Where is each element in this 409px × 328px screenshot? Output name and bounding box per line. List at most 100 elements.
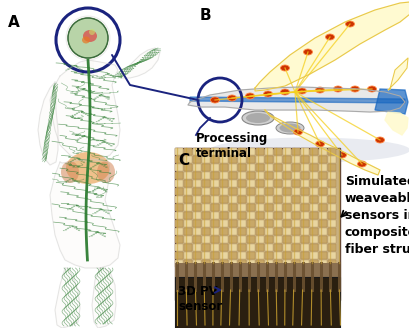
Bar <box>255 260 263 267</box>
Bar <box>291 180 299 187</box>
Bar <box>264 188 272 195</box>
Bar <box>318 220 326 227</box>
Ellipse shape <box>315 87 324 93</box>
Bar <box>264 220 272 227</box>
Polygon shape <box>50 60 120 162</box>
Bar <box>309 228 317 235</box>
Bar <box>291 260 299 267</box>
Bar <box>291 156 299 163</box>
Bar <box>246 260 254 267</box>
Bar <box>255 204 263 211</box>
Bar <box>300 244 308 251</box>
Ellipse shape <box>293 129 302 135</box>
Bar <box>318 180 326 187</box>
Bar <box>309 188 317 195</box>
Bar <box>237 156 245 163</box>
FancyBboxPatch shape <box>82 58 94 76</box>
Bar <box>291 236 299 243</box>
Bar <box>202 164 209 171</box>
Bar <box>229 252 236 259</box>
Bar <box>175 188 182 195</box>
Ellipse shape <box>325 34 334 40</box>
Bar <box>175 164 182 171</box>
Ellipse shape <box>66 152 110 184</box>
Bar <box>246 244 254 251</box>
Bar <box>291 212 299 219</box>
Text: 3D PV
sensor: 3D PV sensor <box>178 285 222 313</box>
Bar <box>273 244 281 251</box>
Bar <box>264 228 272 235</box>
Bar <box>318 236 326 243</box>
Ellipse shape <box>315 141 324 147</box>
Bar <box>246 188 254 195</box>
Bar <box>229 156 236 163</box>
Bar <box>300 172 308 179</box>
Bar <box>220 188 227 195</box>
Bar <box>309 172 317 179</box>
Bar <box>237 212 245 219</box>
Bar <box>193 236 200 243</box>
Bar <box>193 156 200 163</box>
Circle shape <box>68 18 108 58</box>
Bar <box>282 252 290 259</box>
Bar <box>282 244 290 251</box>
Text: C: C <box>178 153 189 168</box>
Bar <box>273 252 281 259</box>
Bar <box>327 228 335 235</box>
Bar <box>273 204 281 211</box>
Bar <box>309 212 317 219</box>
Bar <box>264 164 272 171</box>
Bar <box>184 220 191 227</box>
Bar <box>273 156 281 163</box>
Bar <box>318 196 326 203</box>
Bar <box>184 260 191 267</box>
Text: B: B <box>200 8 211 23</box>
Bar <box>255 148 263 155</box>
Bar <box>264 204 272 211</box>
Bar <box>229 260 236 267</box>
Bar <box>246 252 254 259</box>
Bar <box>211 204 218 211</box>
Ellipse shape <box>209 137 409 162</box>
Bar <box>220 260 227 267</box>
Bar <box>175 172 182 179</box>
Bar <box>264 244 272 251</box>
Bar <box>211 220 218 227</box>
Bar <box>309 180 317 187</box>
Bar <box>202 156 209 163</box>
Bar <box>220 204 227 211</box>
Bar <box>282 172 290 179</box>
Ellipse shape <box>280 65 289 71</box>
Bar <box>273 228 281 235</box>
Bar <box>255 188 263 195</box>
Bar <box>237 252 245 259</box>
Bar <box>202 188 209 195</box>
Bar <box>255 196 263 203</box>
Bar <box>220 252 227 259</box>
Bar <box>211 260 218 267</box>
Bar <box>309 164 317 171</box>
Bar <box>202 228 209 235</box>
Bar <box>255 212 263 219</box>
Bar <box>246 212 254 219</box>
Bar <box>246 196 254 203</box>
Bar <box>300 180 308 187</box>
Bar <box>327 212 335 219</box>
Bar <box>229 244 236 251</box>
Bar <box>246 172 254 179</box>
Bar <box>246 156 254 163</box>
Bar <box>309 156 317 163</box>
Bar <box>229 220 236 227</box>
Bar <box>300 164 308 171</box>
Polygon shape <box>50 159 120 268</box>
Text: Simulated
weaveable
sensors in
composite
fiber structure: Simulated weaveable sensors in composite… <box>344 175 409 256</box>
Bar <box>246 228 254 235</box>
Bar <box>211 196 218 203</box>
Bar <box>193 180 200 187</box>
Bar <box>175 263 339 277</box>
Bar <box>282 220 290 227</box>
Bar <box>237 236 245 243</box>
Bar <box>246 164 254 171</box>
Bar <box>291 204 299 211</box>
Bar <box>220 236 227 243</box>
